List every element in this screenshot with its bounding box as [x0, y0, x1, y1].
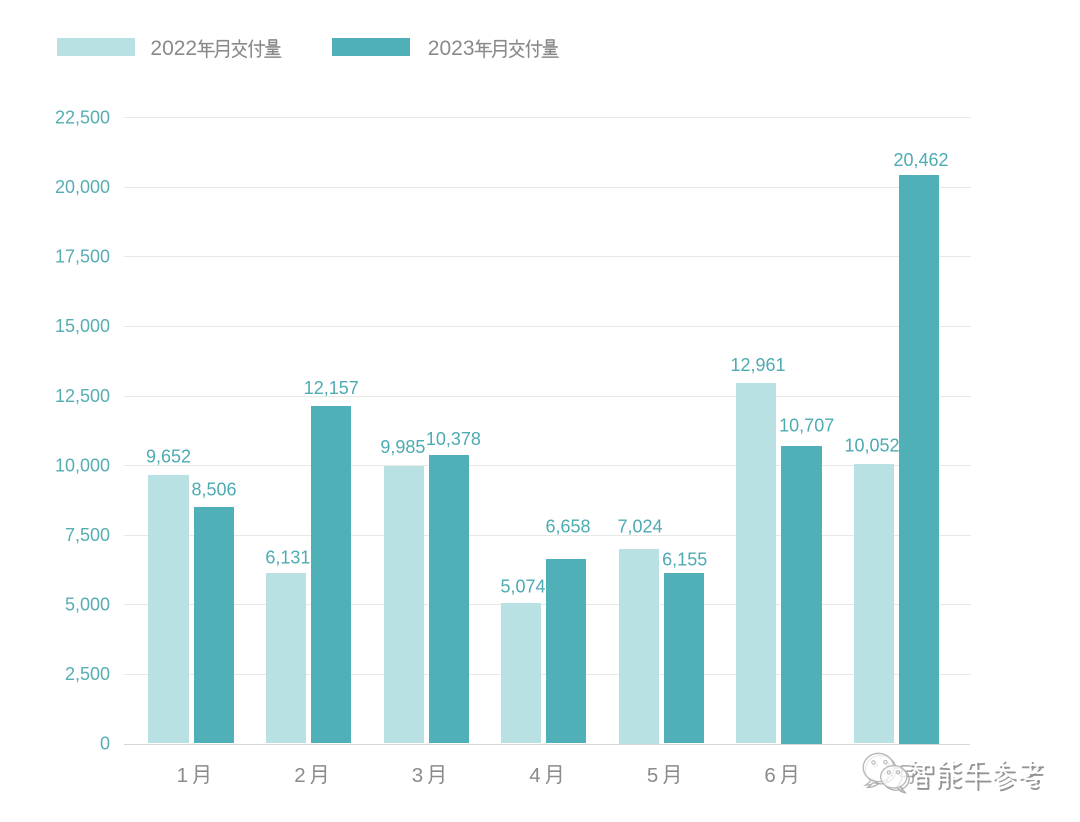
svg-text:5,000: 5,000	[65, 595, 110, 615]
svg-text:12,157: 12,157	[304, 378, 359, 398]
svg-text:20,462: 20,462	[893, 150, 948, 170]
svg-text:10,000: 10,000	[55, 455, 110, 475]
svg-text:20,000: 20,000	[55, 177, 110, 197]
svg-text:6,658: 6,658	[545, 517, 590, 537]
svg-text:4: 4	[529, 764, 540, 787]
svg-text:6,155: 6,155	[662, 549, 707, 569]
svg-text:7,024: 7,024	[617, 517, 662, 537]
svg-text:0: 0	[100, 734, 110, 754]
svg-text:2022: 2022	[150, 37, 197, 60]
svg-text:6,131: 6,131	[265, 548, 310, 568]
svg-text:2023: 2023	[428, 37, 475, 60]
svg-text:9,985: 9,985	[380, 437, 425, 457]
svg-text:3: 3	[412, 764, 423, 787]
svg-text:10,052: 10,052	[844, 436, 899, 456]
svg-text:1: 1	[177, 764, 188, 787]
svg-text:12,500: 12,500	[55, 386, 110, 406]
svg-text:22,500: 22,500	[55, 108, 110, 128]
svg-text:8,506: 8,506	[191, 480, 236, 500]
svg-text:2: 2	[294, 764, 305, 787]
svg-text:10,378: 10,378	[426, 429, 481, 449]
svg-text:7,500: 7,500	[65, 525, 110, 545]
svg-text:5,074: 5,074	[500, 577, 545, 597]
svg-text:5: 5	[647, 764, 658, 787]
svg-text:2,500: 2,500	[65, 664, 110, 684]
svg-text:15,000: 15,000	[55, 316, 110, 336]
svg-text:12,961: 12,961	[730, 355, 785, 375]
svg-text:10,707: 10,707	[779, 416, 834, 436]
svg-text:17,500: 17,500	[55, 247, 110, 267]
svg-text:6: 6	[764, 764, 775, 787]
svg-text:9,652: 9,652	[146, 447, 191, 467]
